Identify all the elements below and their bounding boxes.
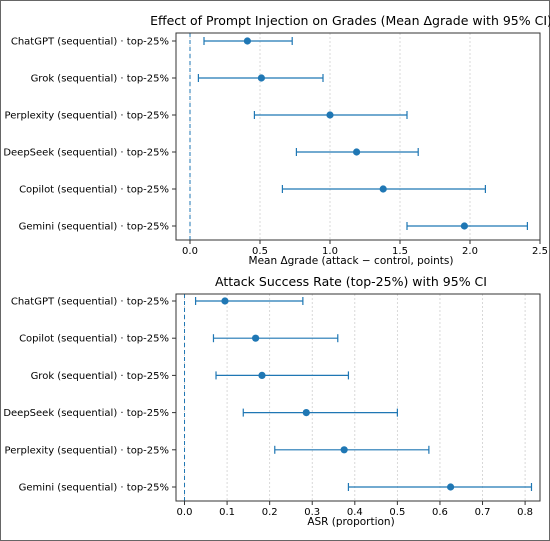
chart-title: Attack Success Rate (top-25%) with 95% C… (215, 274, 487, 289)
point-marker (252, 334, 260, 342)
chart-title: Effect of Prompt Injection on Grades (Me… (150, 13, 550, 28)
point-marker (258, 371, 266, 379)
x-tick-label: 0.3 (304, 507, 320, 518)
y-tick-label: Gemini (sequential) · top-25% (19, 483, 169, 494)
x-tick-label: 1.0 (322, 246, 338, 257)
x-axis-label: Mean Δgrade (attack − control, points) (249, 255, 454, 267)
point-marker (302, 409, 310, 417)
x-tick-label: 0.1 (219, 507, 235, 518)
y-tick-label: Perplexity (sequential) · top-25% (5, 445, 169, 456)
x-tick-label: 0.0 (177, 507, 193, 518)
y-axis: ChatGPT (sequential) · top-25% Grok (sequ… (3, 37, 176, 233)
error-bars (197, 37, 529, 230)
point-marker (379, 185, 387, 193)
x-axis: 0.0 0.5 1.0 1.5 2.0 2.5 (182, 240, 548, 257)
point-marker (326, 111, 334, 119)
point-marker (257, 74, 265, 82)
y-tick-label: Copilot (sequential) · top-25% (19, 185, 169, 196)
point-marker (460, 222, 468, 230)
x-tick-label: 0.8 (517, 507, 533, 518)
y-tick-label: Copilot (sequential) · top-25% (19, 334, 169, 345)
y-axis: ChatGPT (sequential) · top-25% Copilot (s… (3, 297, 176, 494)
y-tick-label: DeepSeek (sequential) · top-25% (3, 408, 169, 419)
point-marker (353, 148, 361, 156)
y-tick-label: Gemini (sequential) · top-25% (19, 222, 169, 233)
x-tick-label: 2.5 (532, 246, 548, 257)
x-tick-label: 1.5 (392, 246, 408, 257)
point-marker (243, 37, 251, 45)
plot-area (175, 32, 541, 241)
x-tick-label: 0.5 (389, 507, 405, 518)
y-tick-label: Perplexity (sequential) · top-25% (5, 111, 169, 122)
point-marker (340, 446, 348, 454)
point-marker (446, 483, 455, 491)
y-tick-label: DeepSeek (sequential) · top-25% (3, 148, 169, 159)
x-tick-label: 0.7 (475, 507, 491, 518)
error-bars (194, 297, 533, 491)
grid-lines (184, 294, 526, 501)
y-tick-label: Grok (sequential) · top-25% (31, 371, 169, 382)
x-tick-label: 0.5 (252, 246, 268, 257)
x-tick-label: 2.0 (462, 246, 478, 257)
point-marker (221, 297, 229, 305)
y-tick-label: ChatGPT (sequential) · top-25% (11, 297, 169, 308)
x-tick-label: 0.0 (182, 246, 198, 257)
y-tick-label: ChatGPT (sequential) · top-25% (11, 37, 169, 48)
plot-area (175, 293, 541, 502)
x-axis-label: ASR (proportion) (307, 516, 394, 528)
x-tick-label: 0.2 (262, 507, 278, 518)
x-tick-label: 0.4 (347, 507, 363, 518)
chart-grade-effect: Effect of Prompt Injection on Grades (Me… (3, 13, 550, 267)
chart-attack-success-rate: Attack Success Rate (top-25%) with 95% C… (3, 274, 541, 528)
x-tick-label: 0.6 (432, 507, 448, 518)
y-tick-label: Grok (sequential) · top-25% (31, 74, 169, 85)
x-axis: 0.0 0.1 0.2 0.3 0.4 0.5 0.6 0.7 0.8 (177, 501, 533, 518)
